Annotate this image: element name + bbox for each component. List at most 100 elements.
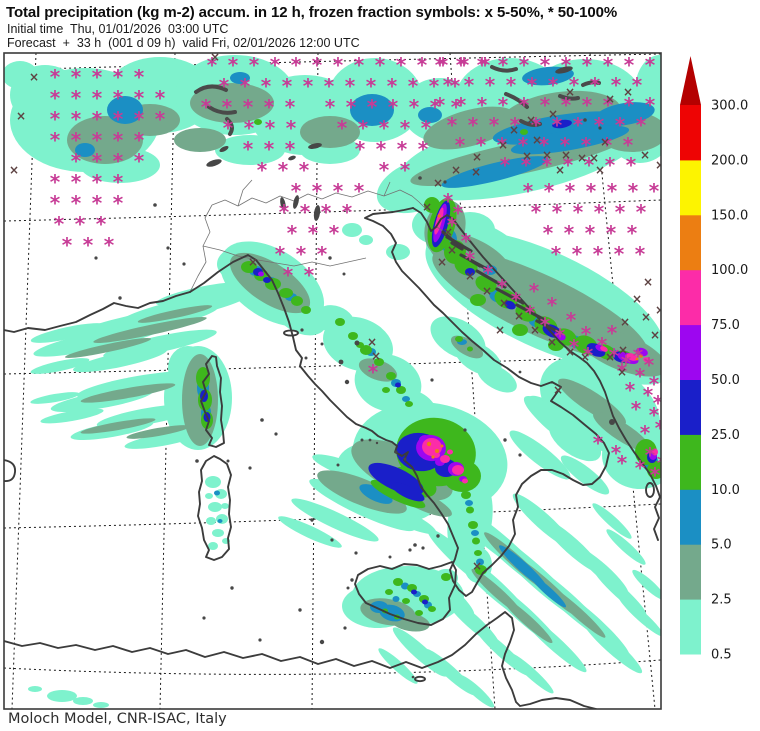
asterisk-symbol: * (62, 233, 73, 257)
asterisk-symbol: * (581, 322, 592, 346)
asterisk-symbol: * (92, 86, 103, 110)
asterisk-symbol: * (468, 113, 479, 137)
asterisk-symbol: * (551, 242, 562, 266)
asterisk-symbol: * (635, 242, 646, 266)
colorbar-tick-label: 300.0 (711, 99, 748, 114)
asterisk-symbol: * (628, 179, 639, 203)
asterisk-symbol: * (113, 65, 124, 89)
asterisk-symbol: * (71, 86, 82, 110)
map-frame (3, 52, 662, 710)
asterisk-symbol: * (531, 200, 542, 224)
asterisk-symbol: * (71, 191, 82, 215)
x-symbol: × (640, 148, 650, 162)
x-symbol: × (248, 255, 258, 269)
asterisk-symbol: * (400, 116, 411, 140)
asterisk-symbol: * (418, 137, 429, 161)
asterisk-symbol: * (303, 74, 314, 98)
x-symbol: × (617, 365, 627, 379)
asterisk-symbol: * (134, 128, 145, 152)
x-symbol: × (433, 176, 443, 190)
asterisk-symbol: * (544, 179, 555, 203)
asterisk-symbol: * (50, 170, 61, 194)
asterisk-symbol: * (71, 107, 82, 131)
asterisk-symbol: * (615, 113, 626, 137)
asterisk-symbol: * (640, 421, 651, 445)
asterisk-symbol: * (523, 179, 534, 203)
asterisk-symbol: * (96, 212, 107, 236)
x-symbol: × (526, 113, 536, 127)
asterisk-symbol: * (540, 53, 551, 77)
asterisk-symbol: * (552, 113, 563, 137)
asterisk-symbol: * (71, 170, 82, 194)
x-symbol: × (632, 292, 642, 306)
asterisk-symbol: * (379, 116, 390, 140)
asterisk-symbol: * (345, 74, 356, 98)
asterisk-symbol: * (443, 189, 454, 213)
asterisk-symbol: * (155, 86, 166, 110)
asterisk-symbol: * (611, 441, 622, 465)
x-symbol: × (499, 296, 509, 310)
x-symbol: × (643, 275, 653, 289)
colorbar-segment (680, 599, 701, 655)
graticule-grid (4, 53, 661, 709)
island-strokes (441, 230, 563, 335)
colorbar-tick-label: 0.5 (711, 648, 732, 663)
asterisk-symbol: * (529, 279, 540, 303)
forecast-valid-line: Forecast + 33 h (001 d 09 h) valid Fri, … (7, 36, 360, 50)
asterisk-symbol: * (564, 221, 575, 245)
asterisk-symbol: * (397, 137, 408, 161)
asterisk-symbol: * (283, 263, 294, 287)
asterisk-symbol: * (113, 128, 124, 152)
asterisk-symbol: * (497, 275, 508, 299)
asterisk-symbol: * (498, 53, 509, 77)
asterisk-symbol: * (430, 95, 441, 119)
asterisk-symbol: * (540, 313, 551, 337)
asterisk-symbol: * (201, 95, 212, 119)
asterisk-symbol: * (337, 116, 348, 140)
colorbar-tick-label: 50.0 (711, 373, 740, 388)
asterisk-symbol: * (450, 74, 461, 98)
asterisk-symbol: * (597, 333, 608, 357)
asterisk-symbol: * (92, 149, 103, 173)
asterisk-symbol: * (312, 179, 323, 203)
asterisk-symbol: * (565, 179, 576, 203)
asterisk-symbol: * (264, 95, 275, 119)
asterisk-symbol: * (50, 191, 61, 215)
asterisk-symbol: * (134, 65, 145, 89)
asterisk-symbol: * (548, 73, 559, 97)
asterisk-symbol: * (519, 53, 530, 77)
asterisk-symbol: * (376, 137, 387, 161)
asterisk-symbol: * (586, 179, 597, 203)
asterisk-symbol: * (358, 116, 369, 140)
asterisk-symbol: * (561, 93, 572, 117)
asterisk-symbol: * (50, 86, 61, 110)
x-symbol: × (371, 349, 381, 363)
asterisk-symbol: * (489, 113, 500, 137)
asterisk-symbol: * (308, 221, 319, 245)
asterisk-symbol: * (510, 113, 521, 137)
asterisk-symbol: * (435, 93, 446, 117)
asterisk-symbol: * (603, 53, 614, 77)
x-symbol: × (522, 149, 532, 163)
asterisk-symbol: * (653, 391, 664, 415)
asterisk-symbol: * (312, 53, 323, 77)
x-symbol: × (29, 70, 39, 84)
asterisk-symbol: * (617, 359, 628, 383)
colorbar-segment (680, 379, 701, 435)
colorbar-tick-label: 200.0 (711, 153, 748, 168)
asterisk-symbol: * (300, 200, 311, 224)
asterisk-symbol: * (605, 153, 616, 177)
colorbar-tick-label: 100.0 (711, 263, 748, 278)
x-symbol: × (655, 158, 665, 172)
asterisk-symbol: * (134, 107, 145, 131)
asterisk-symbol: * (582, 53, 593, 77)
coast-sicily (354, 561, 457, 626)
asterisk-symbol: * (299, 158, 310, 182)
asterisk-symbol: * (329, 221, 340, 245)
asterisk-symbol: * (447, 113, 458, 137)
asterisk-symbol: * (71, 149, 82, 173)
asterisk-symbol: * (607, 179, 618, 203)
asterisk-symbol: * (566, 308, 577, 332)
asterisk-symbol: * (561, 53, 572, 77)
